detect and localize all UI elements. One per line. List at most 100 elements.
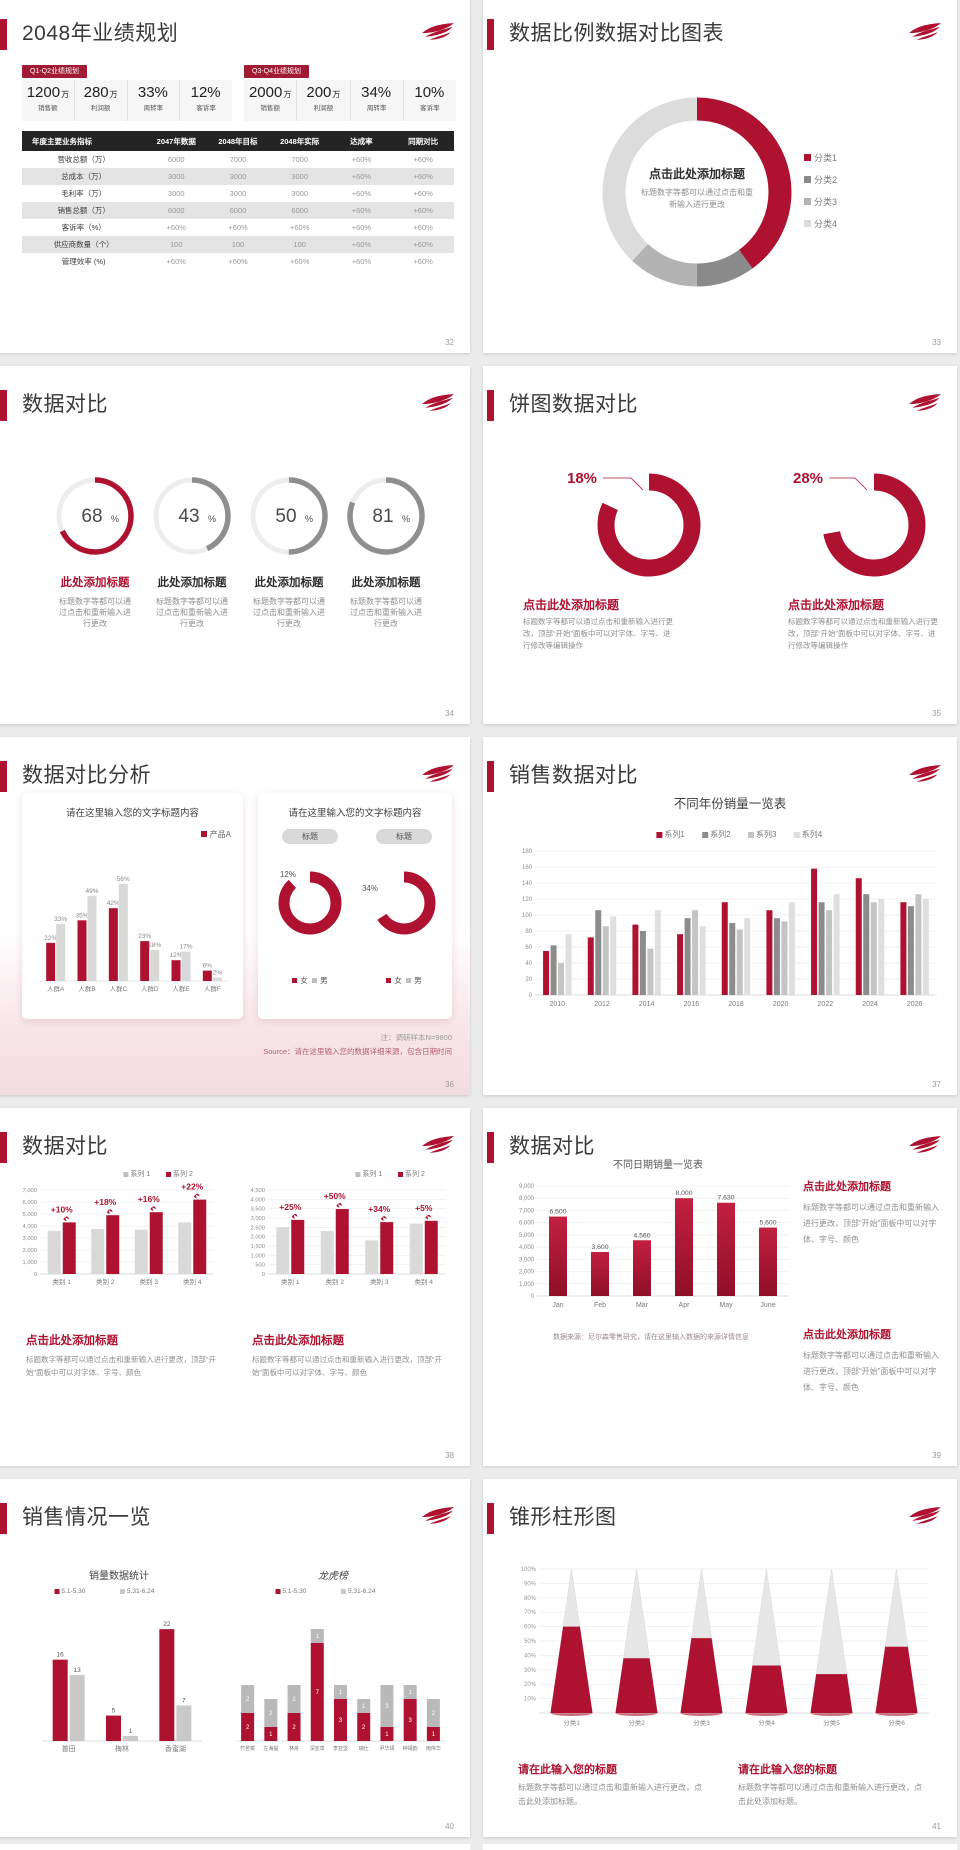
bar[interactable] [134, 1229, 148, 1274]
bar[interactable] [633, 1240, 651, 1296]
bar[interactable] [108, 908, 118, 981]
ranking-stacked-chart[interactable]: 5.1-5.30 5.31-6.24 2 2 竹苦菜 1 2 左海提 2 2 林舟 7 1 深亚草 3 1 李亚… [228, 1579, 453, 1774]
bar[interactable] [721, 902, 728, 995]
bar[interactable] [833, 894, 840, 995]
bar[interactable] [863, 894, 870, 995]
stacked-bar-gray[interactable] [310, 1629, 324, 1643]
slide-37-sales-compare[interactable]: 销售数据对比 不同年份销量一览表 系列1 系列2 系列3 系列4 0 20 40 60 80 10… [483, 737, 957, 1095]
stacked-bar-red[interactable] [357, 1713, 371, 1741]
donut-red-slice[interactable] [597, 473, 701, 577]
bar[interactable] [291, 1219, 305, 1274]
donut-red-slice[interactable] [372, 871, 436, 935]
stacked-bar-gray[interactable] [426, 1699, 440, 1727]
bar[interactable] [193, 1199, 207, 1274]
daily-bar-chart[interactable]: 0 1,000 2,000 3,000 4,000 5,000 6,000 7,000 8,00… [501, 1166, 797, 1326]
stacked-bar-red[interactable] [241, 1713, 255, 1741]
bar[interactable] [870, 902, 877, 995]
slide-40-sales-overview[interactable]: 销售情况一览 销量数据统计 龙虎榜 5.1-5.30 5.31-6.24 普田 梅林 香… [0, 1479, 470, 1837]
slide-35-pie-compare[interactable]: 饼图数据对比 18% 28% 点击此处添加标题 点击此处添加标题 标题数字等都可… [483, 366, 957, 724]
donut-red-slice[interactable] [822, 473, 926, 577]
gauge-arc[interactable] [250, 477, 328, 555]
gauge-arc[interactable] [153, 477, 231, 555]
bar[interactable] [550, 945, 557, 995]
bar[interactable] [171, 960, 181, 981]
bar[interactable] [424, 1220, 438, 1274]
store-bar-chart[interactable]: 5.1-5.30 5.31-6.24 普田 梅林 香蜜湖 16 5 22 13 1 7 [24, 1579, 214, 1774]
bar[interactable] [781, 921, 788, 995]
gauge-arc[interactable] [347, 477, 425, 555]
bar[interactable] [159, 1629, 175, 1741]
donut-chart[interactable] [587, 82, 807, 302]
bar[interactable] [826, 910, 833, 995]
bar[interactable] [320, 1231, 334, 1274]
growth-bar-chart-right[interactable]: 系列 1 系列 2 0 500 1,000 1,500 2,000 2,500 3,000 3,5… [236, 1166, 454, 1306]
bar[interactable] [587, 937, 594, 995]
bar[interactable] [907, 906, 914, 995]
bar[interactable] [647, 948, 654, 995]
slide-39-daily-sales[interactable]: 数据对比 不同日期销量一览表 0 1,000 2,000 3,000 4,000 5,00… [483, 1108, 957, 1466]
cone-fill[interactable] [745, 1665, 788, 1713]
bar[interactable] [684, 918, 691, 995]
cone-fill[interactable] [875, 1646, 918, 1713]
bar[interactable] [558, 963, 565, 995]
table-row[interactable]: 营收总额（万） 6000 7000 7000 +60% +60% [22, 151, 454, 168]
bar[interactable] [176, 1705, 192, 1741]
bar[interactable] [610, 916, 617, 995]
stacked-bar-red[interactable] [426, 1727, 440, 1741]
stacked-bar-gray[interactable] [403, 1685, 417, 1699]
grouped-bar-chart[interactable]: 人群A 人群B 人群C 人群D 人群E 人群F 22% 35% 42% 23% 12% 6% 33% 49… [28, 839, 237, 1011]
donut-segment-分类2[interactable] [602, 97, 792, 287]
bar[interactable] [639, 931, 646, 995]
bar[interactable] [118, 883, 128, 981]
bar[interactable] [915, 894, 922, 995]
bar[interactable] [106, 1715, 121, 1741]
stacked-bar-red[interactable] [310, 1643, 324, 1741]
bar[interactable] [766, 910, 773, 995]
bar[interactable] [123, 1735, 138, 1741]
bar[interactable] [56, 923, 66, 981]
bar[interactable] [365, 1240, 379, 1274]
stacked-bar-gray[interactable] [357, 1699, 371, 1713]
bar[interactable] [900, 902, 907, 995]
mini-donut-pair[interactable]: 12% 34% [258, 851, 452, 963]
bar[interactable] [212, 977, 222, 981]
bar[interactable] [106, 1215, 120, 1274]
bar[interactable] [140, 941, 150, 981]
bar[interactable] [77, 920, 87, 981]
donut-segment-分类4[interactable] [602, 97, 792, 287]
growth-bar-chart-left[interactable]: 系列 1 系列 2 0 1,000 2,000 3,000 4,000 5,000 6,000 7… [10, 1166, 222, 1306]
bar[interactable] [811, 868, 818, 995]
bar[interactable] [736, 929, 743, 995]
bar[interactable] [181, 951, 191, 981]
yearly-bar-chart[interactable]: 系列1 系列2 系列3 系列4 0 20 40 60 80 100 120 140 160 180 2010… [501, 821, 945, 1051]
donut-red-slice[interactable] [278, 871, 342, 935]
stacked-bar-red[interactable] [403, 1699, 417, 1741]
bar[interactable] [744, 918, 751, 995]
table-row[interactable]: 销售总额（万） 6000 6000 6000 +60% +60% [22, 202, 454, 219]
bar[interactable] [335, 1209, 349, 1274]
bar[interactable] [52, 1659, 68, 1741]
bar[interactable] [69, 1674, 85, 1741]
cone-column-chart[interactable]: 100% 90% 80% 70% 60% 50% 40% 30% 20% 10% 分类1 分类2 分类3… [505, 1555, 941, 1745]
gauge-arc[interactable] [56, 477, 134, 555]
cone-fill[interactable] [615, 1658, 658, 1713]
bar[interactable] [202, 970, 212, 981]
bar[interactable] [654, 910, 661, 995]
slide-33-ratio-donut[interactable]: 数据比例数据对比图表 点击此处添加标题 标题数字等都可以通过点击和重新输入进行更… [483, 0, 957, 353]
stacked-bar-red[interactable] [380, 1727, 394, 1741]
slide-34-gauge-compare[interactable]: 数据对比 68% 43% 50% 81% 此处添加标题 此处添加标题 此处添加标题 此… [0, 366, 470, 724]
bar[interactable] [178, 1222, 192, 1274]
table-row[interactable]: 毛利率（万） 3000 3000 3000 +60% +60% [22, 185, 454, 202]
stacked-bar-gray[interactable] [264, 1699, 278, 1727]
bar[interactable] [788, 902, 795, 995]
bar[interactable] [380, 1222, 394, 1274]
bar[interactable] [409, 1223, 423, 1274]
bar[interactable] [46, 942, 56, 981]
donut-pair-chart[interactable] [483, 366, 957, 724]
analysis-card-donuts[interactable]: 请在这里输入您的文字标题内容 标题 标题 12% 34% 女 男 女 男 [258, 793, 452, 1019]
bar[interactable] [565, 934, 572, 995]
cone-fill[interactable] [810, 1674, 853, 1713]
gauge-chart-row[interactable]: 68% 43% 50% 81% [36, 470, 436, 565]
bar[interactable] [717, 1202, 735, 1296]
bar[interactable] [149, 1212, 163, 1274]
